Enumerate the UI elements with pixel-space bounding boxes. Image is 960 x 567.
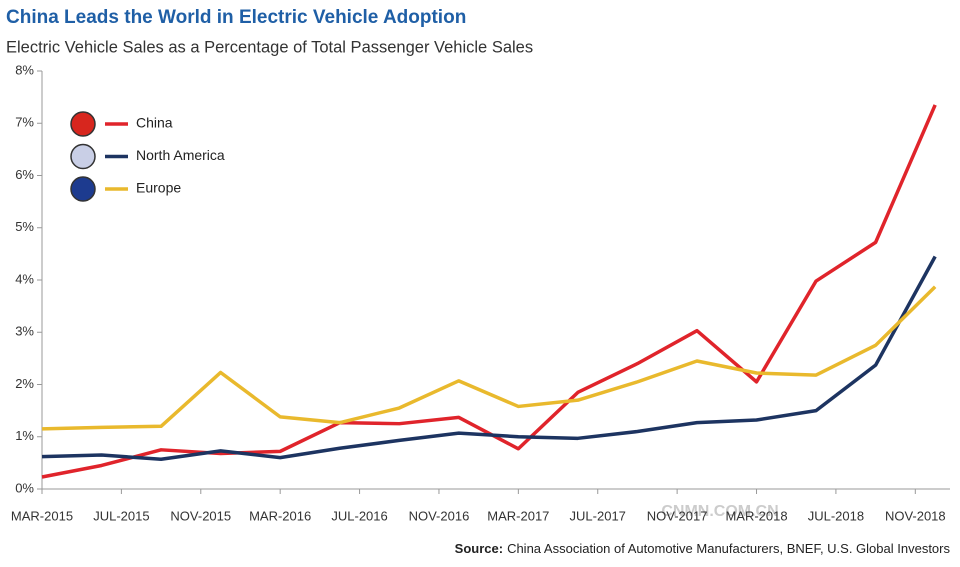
legend-label: North America bbox=[136, 147, 225, 163]
legend-label: China bbox=[136, 115, 173, 131]
x-tick-label: NOV-2018 bbox=[885, 508, 946, 523]
y-tick-label: 2% bbox=[15, 376, 34, 391]
x-tick-label: NOV-2016 bbox=[409, 508, 470, 523]
y-tick-label: 1% bbox=[15, 428, 34, 443]
y-tick-label: 3% bbox=[15, 324, 34, 339]
y-tick-label: 7% bbox=[15, 115, 34, 130]
x-tick-label: NOV-2015 bbox=[170, 508, 231, 523]
x-tick-label: MAR-2016 bbox=[249, 508, 311, 523]
x-tick-label: MAR-2015 bbox=[11, 508, 73, 523]
watermark: CNMN.COM.CN bbox=[661, 503, 778, 520]
y-tick-label: 4% bbox=[15, 271, 34, 286]
y-tick-label: 8% bbox=[15, 62, 34, 77]
source-label: Source: bbox=[455, 541, 503, 556]
x-tick-label: JUL-2017 bbox=[570, 508, 626, 523]
x-tick-label: JUL-2016 bbox=[331, 508, 387, 523]
legend-label: Europe bbox=[136, 180, 181, 196]
legend-icon bbox=[70, 176, 96, 202]
chart-subtitle: Electric Vehicle Sales as a Percentage o… bbox=[6, 38, 533, 56]
source-text: Source: China Association of Automotive M… bbox=[455, 541, 951, 556]
y-tick-label: 6% bbox=[15, 167, 34, 182]
series-line bbox=[41, 285, 937, 431]
y-tick-label: 0% bbox=[15, 480, 34, 495]
y-tick-label: 5% bbox=[15, 219, 34, 234]
legend-icon bbox=[70, 111, 96, 137]
series-line bbox=[41, 255, 937, 461]
x-tick-label: NOV-2017 bbox=[647, 508, 708, 523]
series-line bbox=[41, 104, 937, 479]
x-tick-label: JUL-2018 bbox=[808, 508, 864, 523]
chart-title: China Leads the World in Electric Vehicl… bbox=[6, 7, 466, 28]
legend-icon bbox=[70, 143, 96, 170]
x-tick-label: JUL-2015 bbox=[93, 508, 149, 523]
x-tick-label: MAR-2017 bbox=[487, 508, 549, 523]
source: China Association of Automotive Manufact… bbox=[507, 541, 950, 556]
x-tick-label: MAR-2018 bbox=[725, 508, 787, 523]
